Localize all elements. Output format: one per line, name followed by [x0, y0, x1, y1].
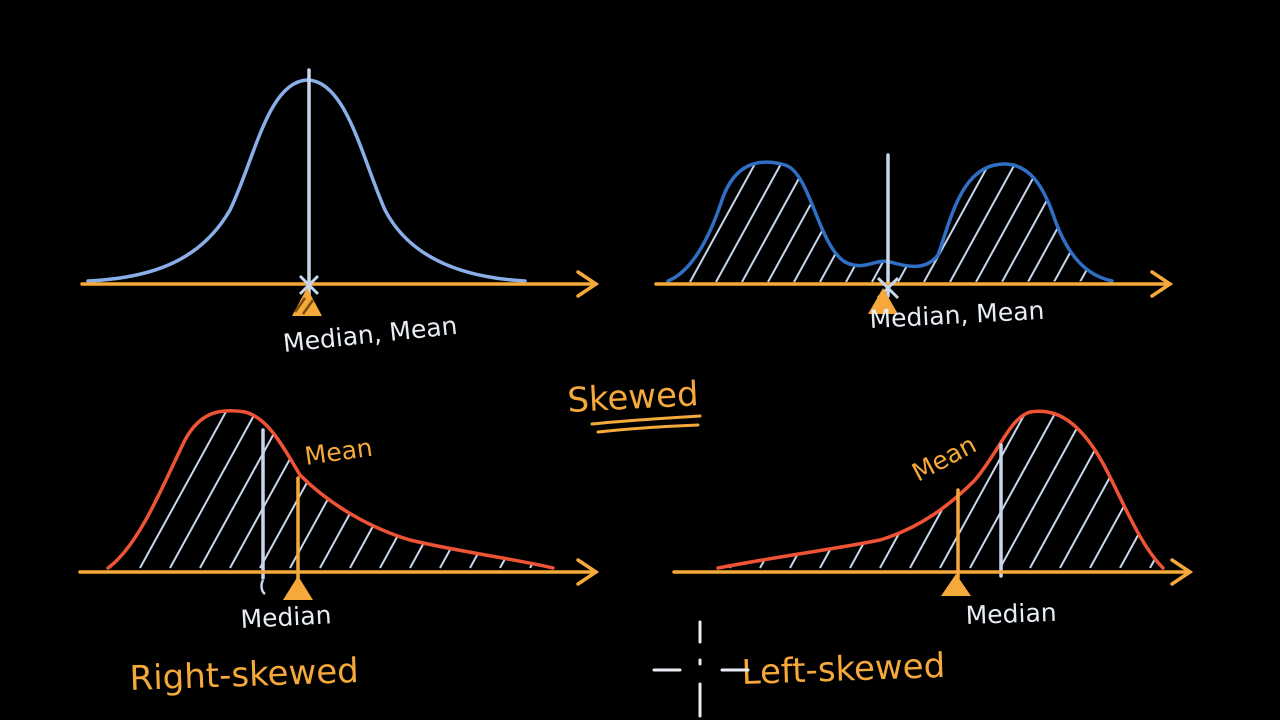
right-skewed-median-pointer	[260, 579, 266, 596]
right-skewed-panel: Mean Median Right-skewed	[78, 408, 600, 699]
bimodal-balance-triangle-icon	[868, 288, 898, 314]
right-skewed-title: Right-skewed	[129, 651, 359, 699]
bimodal-distribution-panel: Median, Mean	[654, 153, 1174, 334]
pen-crosshair-cursor-icon	[652, 620, 750, 718]
bimodal-x-axis	[654, 270, 1174, 298]
right-skewed-balance-triangle-icon	[283, 576, 313, 600]
right-skewed-mean-label: Mean	[303, 433, 374, 471]
left-skewed-curve	[716, 409, 1165, 570]
normal-curve	[86, 78, 527, 283]
right-skewed-median-label: Median	[240, 600, 332, 634]
left-skewed-title: Left-skewed	[741, 646, 946, 693]
normal-median-mean-label: Median, Mean	[282, 311, 459, 358]
normal-x-marker	[298, 274, 320, 296]
skewed-heading: Skewed	[566, 374, 699, 421]
normal-x-axis	[80, 270, 600, 298]
bimodal-curve	[666, 160, 1114, 283]
right-skewed-x-axis	[78, 558, 600, 586]
left-skewed-balance-triangle-icon	[941, 574, 971, 596]
right-skewed-curve	[106, 408, 555, 570]
skewed-heading-group: Skewed	[566, 374, 702, 434]
left-skewed-x-axis	[672, 558, 1194, 586]
left-skewed-panel: Mean Median Left-skewed	[672, 409, 1194, 693]
normal-balance-triangle-icon	[292, 288, 322, 316]
left-skewed-mean-label: Mean	[907, 430, 981, 488]
left-skewed-median-label: Median	[965, 598, 1057, 630]
skewed-heading-underline	[590, 414, 702, 434]
bimodal-median-mean-label: Median, Mean	[869, 296, 1045, 334]
normal-distribution-panel: Median, Mean	[80, 68, 600, 358]
